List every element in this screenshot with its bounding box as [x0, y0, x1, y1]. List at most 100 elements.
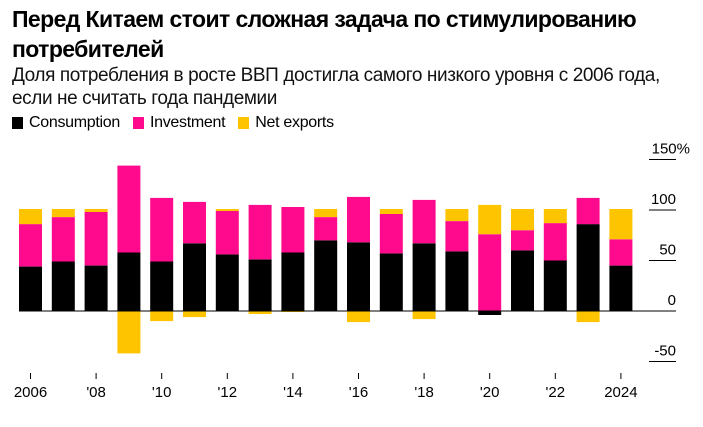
- legend-label-consumption: Consumption: [29, 114, 120, 131]
- legend-label-net-exports: Net exports: [255, 114, 334, 131]
- bar-net-exports-2008: [84, 209, 108, 212]
- bar-group-2024: [609, 209, 633, 311]
- x-tick-label-2010: '10: [152, 384, 172, 401]
- bar-consumption-2018: [412, 243, 436, 311]
- bar-net-exports-2013: [248, 311, 272, 314]
- bar-group-2018: [412, 199, 436, 320]
- bar-consumption-2019: [445, 251, 469, 311]
- bar-net-exports-2009: [117, 311, 141, 354]
- bar-investment-2024: [609, 239, 633, 266]
- bar-net-exports-2020: [478, 204, 502, 235]
- y-tick-label-50: 50: [659, 242, 676, 259]
- bar-group-2012: [215, 209, 239, 311]
- legend-swatch-consumption: [12, 117, 23, 129]
- legend-label-investment: Investment: [149, 114, 226, 131]
- legend: Consumption Investment Net exports: [12, 114, 347, 132]
- y-tick-label-100: 100: [651, 191, 676, 208]
- x-tick-label-2018: '18: [414, 384, 434, 401]
- bar-group-2023: [576, 197, 600, 323]
- bar-investment-2018: [412, 199, 436, 244]
- bar-group-2016: [347, 196, 370, 323]
- x-tick-label-2024: 2024: [604, 384, 637, 401]
- bar-investment-2014: [281, 207, 305, 253]
- bar-group-2010: [150, 197, 174, 322]
- x-tick-label-2020: '20: [480, 384, 500, 401]
- bar-consumption-2022: [543, 260, 567, 311]
- bar-consumption-2010: [150, 261, 174, 311]
- bar-net-exports-2010: [150, 311, 174, 322]
- x-tick-label-2016: '16: [349, 384, 369, 401]
- bar-group-2014: [281, 207, 305, 312]
- legend-item-consumption: Consumption: [12, 114, 120, 132]
- bar-investment-2006: [19, 224, 42, 267]
- bar-net-exports-2016: [347, 311, 370, 323]
- bar-net-exports-2023: [576, 311, 600, 323]
- bar-net-exports-2019: [445, 209, 469, 222]
- bar-investment-2017: [379, 214, 403, 254]
- bar-consumption-2024: [609, 265, 633, 311]
- bar-investment-2023: [576, 197, 600, 225]
- bar-consumption-2015: [314, 240, 338, 311]
- y-tick-label-0: 0: [668, 292, 676, 309]
- bar-group-2020: [478, 204, 502, 315]
- bar-investment-2008: [84, 212, 108, 266]
- y-tick-label--50: -50: [654, 343, 676, 360]
- legend-swatch-investment: [132, 117, 144, 129]
- bar-consumption-2008: [84, 265, 108, 311]
- bar-group-2011: [183, 201, 206, 318]
- bar-consumption-2014: [281, 252, 305, 311]
- bar-consumption-2006: [19, 266, 42, 311]
- bar-consumption-2016: [347, 242, 370, 311]
- bar-investment-2011: [183, 201, 206, 244]
- bar-net-exports-2017: [379, 209, 403, 214]
- bar-investment-2022: [543, 223, 567, 261]
- bar-group-2021: [511, 209, 534, 311]
- y-tick-label-150: 150%: [652, 141, 690, 158]
- bar-investment-2020: [478, 234, 502, 311]
- x-axis: 2006 '08 '10 '12 '14 '16 '18 '20 '22 2024: [14, 373, 638, 401]
- bar-investment-2021: [511, 230, 534, 251]
- x-tick-label-2014: '14: [283, 384, 303, 401]
- legend-item-investment: Investment: [132, 114, 226, 132]
- bars-layer: [19, 165, 676, 354]
- chart-title: Перед Китаем стоит сложная задача по сти…: [12, 6, 637, 62]
- bar-group-2019: [445, 209, 469, 311]
- bar-consumption-2021: [511, 250, 534, 311]
- bar-investment-2009: [117, 165, 141, 253]
- x-tick-label-2008: '08: [86, 384, 106, 401]
- bar-consumption-2017: [379, 253, 403, 311]
- bar-net-exports-2006: [19, 209, 42, 225]
- bar-investment-2007: [51, 217, 75, 262]
- legend-item-net-exports: Net exports: [238, 114, 334, 132]
- bar-net-exports-2011: [183, 311, 206, 318]
- bar-consumption-2011: [183, 243, 206, 311]
- bar-net-exports-2015: [314, 209, 338, 218]
- bar-net-exports-2021: [511, 209, 534, 231]
- bar-group-2008: [84, 209, 108, 311]
- bar-net-exports-2012: [215, 209, 239, 211]
- bar-consumption-2012: [215, 254, 239, 311]
- bar-group-2006: [19, 209, 42, 311]
- bar-investment-2019: [445, 221, 469, 252]
- legend-swatch-net-exports: [238, 117, 250, 129]
- bar-investment-2015: [314, 217, 338, 241]
- bar-consumption-2023: [576, 224, 600, 311]
- x-tick-label-2006: 2006: [14, 384, 47, 401]
- bar-consumption-2020: [478, 311, 502, 315]
- bar-group-2007: [51, 209, 75, 311]
- bar-consumption-2013: [248, 259, 272, 311]
- chart-subtitle: Доля потребления в росте ВВП достигла са…: [12, 65, 660, 109]
- bar-investment-2012: [215, 211, 239, 255]
- x-tick-label-2022: '22: [546, 384, 566, 401]
- bar-group-2009: [117, 165, 141, 354]
- bar-net-exports-2022: [543, 209, 567, 224]
- x-tick-label-2012: '12: [218, 384, 238, 401]
- y-axis: 150% 100 50 0 -50: [649, 141, 690, 362]
- bar-investment-2013: [248, 204, 272, 260]
- bar-net-exports-2018: [412, 311, 436, 320]
- bar-group-2022: [543, 209, 567, 311]
- bar-investment-2010: [150, 197, 174, 262]
- bar-net-exports-2007: [51, 209, 75, 218]
- bar-group-2015: [314, 209, 338, 311]
